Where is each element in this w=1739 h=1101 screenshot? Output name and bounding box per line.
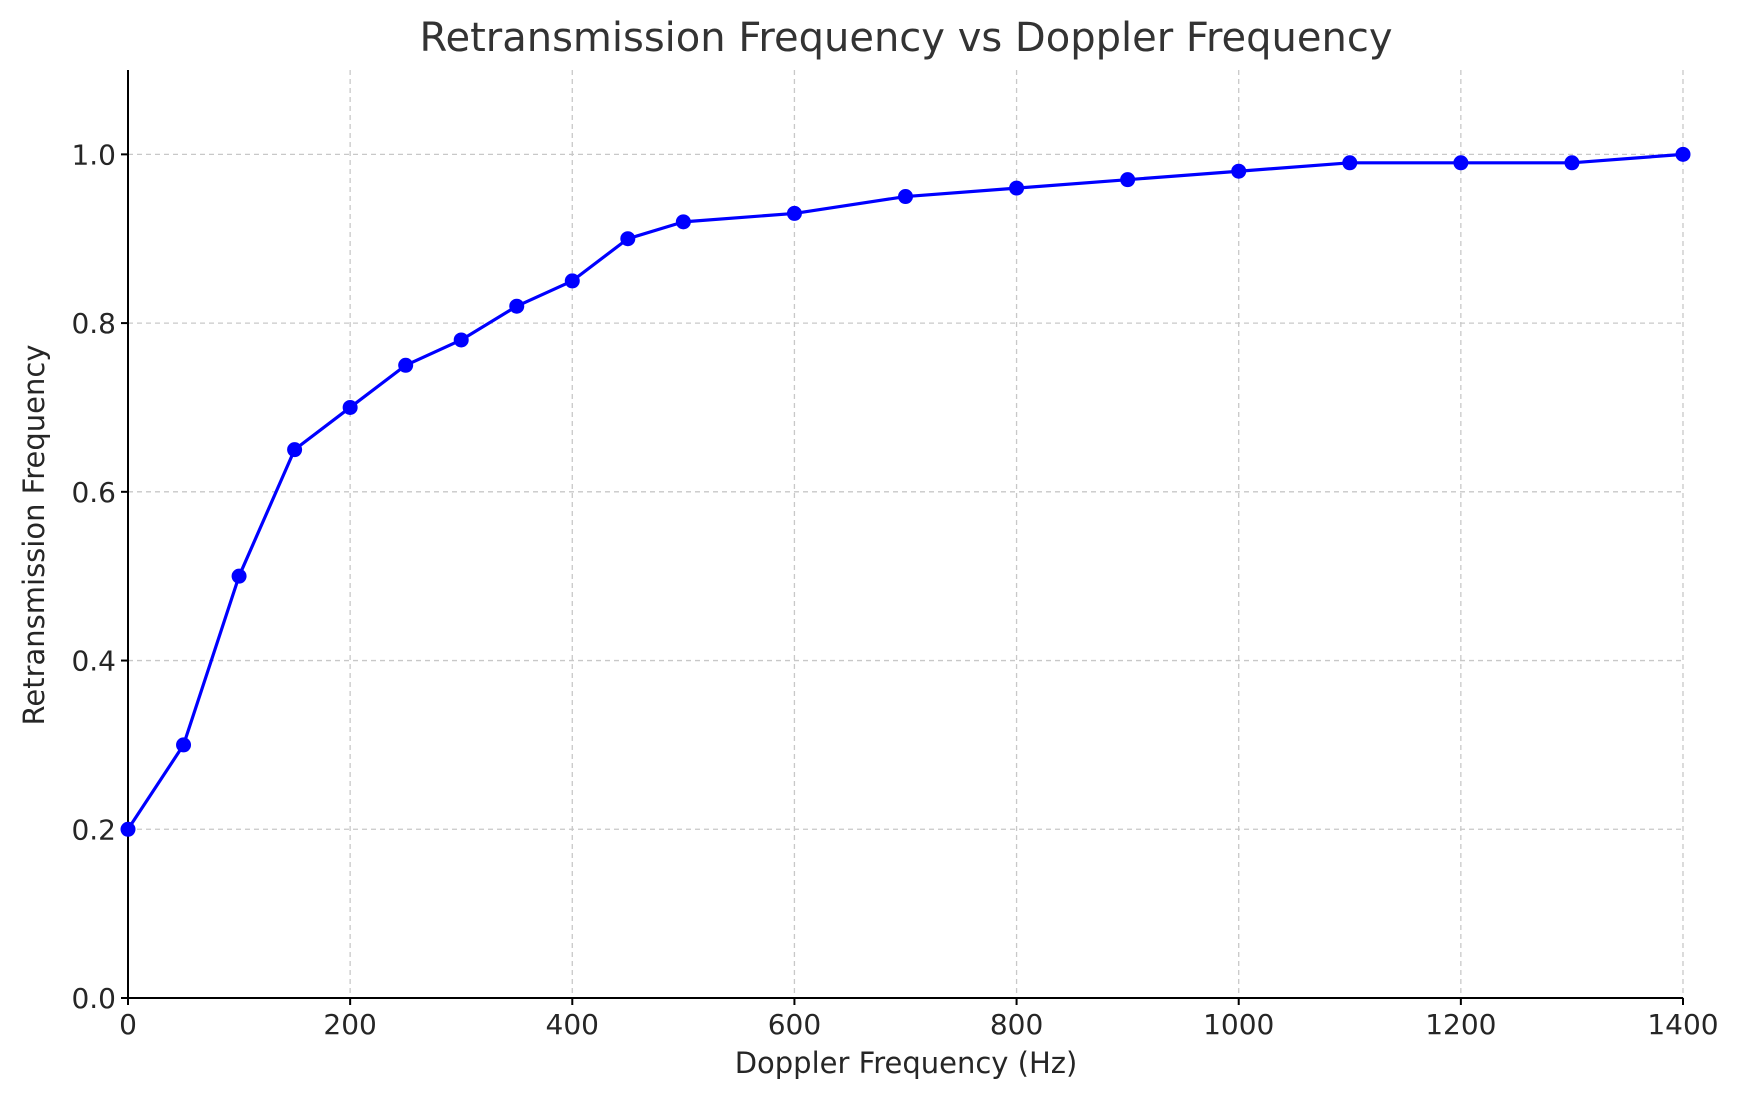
- x-tick-label: 0: [119, 1008, 137, 1041]
- x-tick-label: 800: [990, 1008, 1043, 1041]
- ticks: 0 200 400 600 800 1000 1200 1400 0.0 0.2 0.4 0.6 0.8…: [71, 138, 1718, 1041]
- data-point: [1009, 180, 1025, 196]
- y-tick-label: 0.4: [71, 645, 116, 678]
- data-point: [1675, 146, 1691, 162]
- grid: [128, 70, 1684, 998]
- data-point: [231, 568, 247, 584]
- data-point: [675, 214, 691, 230]
- data-point: [564, 273, 580, 289]
- data-point: [509, 298, 525, 314]
- data-point: [1120, 172, 1136, 188]
- data-point: [176, 737, 192, 753]
- plot-area: [120, 146, 1691, 837]
- x-tick-label: 1400: [1647, 1008, 1718, 1041]
- axes: [127, 70, 1683, 999]
- data-point: [453, 332, 469, 348]
- data-point: [120, 821, 136, 837]
- y-axis-label: Retransmission Frequency: [17, 345, 51, 726]
- data-point: [342, 399, 358, 415]
- x-tick-label: 600: [768, 1008, 821, 1041]
- data-point: [287, 442, 303, 458]
- chart-title: Retransmission Frequency vs Doppler Freq…: [419, 15, 1392, 61]
- data-point: [786, 205, 802, 221]
- data-point: [620, 231, 636, 247]
- y-tick-label: 0.0: [71, 982, 116, 1015]
- data-point: [398, 357, 414, 373]
- data-point: [898, 189, 913, 205]
- x-axis-label: Doppler Frequency (Hz): [735, 1046, 1078, 1080]
- data-point: [1342, 155, 1358, 171]
- data-point: [1564, 155, 1580, 171]
- x-tick-label: 400: [546, 1008, 599, 1041]
- data-point: [1453, 155, 1469, 171]
- x-tick-label: 200: [323, 1008, 376, 1041]
- y-tick-label: 0.2: [71, 813, 116, 846]
- x-tick-label: 1200: [1425, 1008, 1496, 1041]
- y-tick-label: 0.8: [71, 307, 116, 340]
- y-tick-label: 0.6: [71, 476, 116, 509]
- data-point: [1231, 163, 1247, 179]
- x-tick-label: 1000: [1203, 1008, 1274, 1041]
- series-line: [126, 152, 1684, 831]
- y-tick-label: 1.0: [71, 138, 116, 171]
